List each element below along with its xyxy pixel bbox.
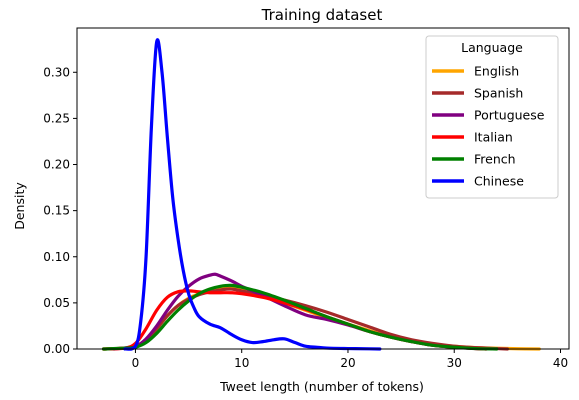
y-axis: 0.00 0.05 0.10 0.15 0.20 0.25 0.30 [43,65,77,356]
legend-label-french: French [474,152,516,167]
x-tick-label: 20 [340,356,355,370]
chart-title: Training dataset [261,6,383,24]
y-tick-label: 0.05 [43,296,70,310]
legend-title: Language [461,40,523,55]
y-tick-label: 0.15 [43,204,70,218]
legend: Language English Spanish Portuguese Italian… [425,35,559,199]
x-tick-label: 0 [132,356,140,370]
series-line-spanish [101,287,509,351]
legend-label-chinese: Chinese [474,174,524,189]
x-axis-label: Tweet length (number of tokens) [219,379,424,394]
x-tick-label: 30 [447,356,462,370]
y-tick-label: 0.25 [43,111,70,125]
legend-label-portuguese: Portuguese [474,108,545,123]
y-tick-label: 0.30 [43,65,70,79]
legend-label-english: English [474,64,519,79]
legend-label-italian: Italian [474,130,513,145]
series-line-chinese [123,38,382,351]
x-axis: 0 10 20 30 40 [132,349,568,370]
y-tick-label: 0.10 [43,250,70,264]
x-tick-label: 40 [553,356,568,370]
plot-frame [76,27,570,350]
series-line-french [101,283,499,351]
legend-items: English Spanish Portuguese Italian French Chi… [432,64,545,189]
y-tick-label: 0.20 [43,158,70,172]
y-axis-label: Density [12,182,27,230]
y-tick-label: 0.00 [43,342,70,356]
legend-label-spanish: Spanish [474,86,523,101]
x-tick-label: 10 [234,356,249,370]
series-lines [101,38,541,351]
